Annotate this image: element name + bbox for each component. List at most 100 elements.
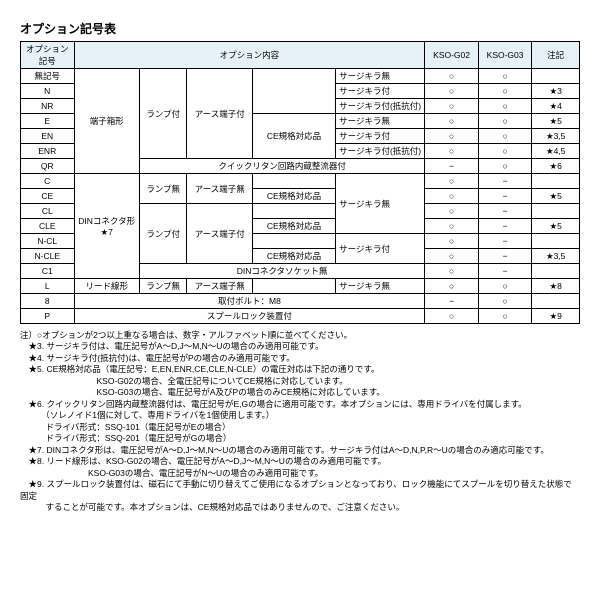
cell: CE規格対応品: [252, 189, 335, 204]
cell: ○: [425, 249, 479, 264]
cell: [532, 264, 580, 279]
cell: L: [21, 279, 75, 294]
option-table: オプション記号 オプション内容 KSO-G02 KSO-G03 注記 無記号 端…: [20, 41, 580, 324]
cell: −: [478, 249, 532, 264]
cell: CE: [21, 189, 75, 204]
cell: ○: [478, 99, 532, 114]
cell: −: [478, 189, 532, 204]
cell: ★3,5: [532, 129, 580, 144]
th-content: オプション内容: [74, 42, 425, 69]
th-code: オプション記号: [21, 42, 75, 69]
cell: EN: [21, 129, 75, 144]
note-line: ★7. DINコネクタ形は、電圧記号がA～D,J～M,N～Uの場合のみ適用可能で…: [20, 445, 580, 456]
note-line: KSO-G03の場合、電圧記号がN～Uの場合のみ適用可能です。: [20, 468, 580, 479]
cell: N-CLE: [21, 249, 75, 264]
cell: サージキラ付(抵抗付): [336, 144, 425, 159]
cell: [532, 69, 580, 84]
cell: ★5: [532, 114, 580, 129]
cell: ★8: [532, 279, 580, 294]
cell: CL: [21, 204, 75, 219]
note-line: ★9. スプールロック装置付は、磁石にて手動に切り替えてご使用になるオプションと…: [20, 479, 580, 502]
notes: 注）○オプションが2つ以上重なる場合は、数字・アルファベット順に並べてください。…: [20, 330, 580, 514]
cell: −: [478, 219, 532, 234]
cell: −: [425, 294, 479, 309]
note-line: 注）○オプションが2つ以上重なる場合は、数字・アルファベット順に並べてください。: [20, 330, 580, 341]
note-line: ★6. クイックリタン回路内蔵整流器付は、電圧記号がE,Gの場合に適用可能です。…: [20, 399, 580, 410]
cell: アース端子無: [187, 279, 252, 294]
cell: ★9: [532, 309, 580, 324]
cell: サージキラ無: [336, 174, 425, 234]
cell: CE規格対応品: [252, 249, 335, 264]
note-line: KSO-G03の場合、電圧記号がA及びPの場合のみCE規格に対応しています。: [20, 387, 580, 398]
note-line: ★8. リード線形は、KSO-G02の場合、電圧記号がA～D,J～M,N～Uの場…: [20, 456, 580, 467]
cell: P: [21, 309, 75, 324]
cell: E: [21, 114, 75, 129]
cell: ○: [425, 309, 479, 324]
cell: リード線形: [74, 279, 139, 294]
cell: ○: [425, 234, 479, 249]
cell: C: [21, 174, 75, 189]
cell: ○: [425, 114, 479, 129]
cell: ○: [425, 84, 479, 99]
cell: 8: [21, 294, 75, 309]
cell: サージキラ無: [336, 279, 425, 294]
cell: スプールロック装置付: [74, 309, 425, 324]
cell: ランプ無: [139, 279, 187, 294]
cell: −: [478, 264, 532, 279]
cell: ○: [425, 174, 479, 189]
note-line: ★3. サージキラ付は、電圧記号がA～D,J～M,N～Uの場合のみ適用可能です。: [20, 341, 580, 352]
cell: N: [21, 84, 75, 99]
cell: サージキラ無: [336, 114, 425, 129]
th-note: 注記: [532, 42, 580, 69]
table-title: オプション記号表: [20, 20, 580, 37]
cell: C1: [21, 264, 75, 279]
cell: ○: [425, 219, 479, 234]
cell: サージキラ付: [336, 84, 425, 99]
cell: ランプ無: [139, 174, 187, 204]
cell: ○: [425, 69, 479, 84]
cell: 取付ボルト：M8: [74, 294, 425, 309]
note-line: ★4. サージキラ付(抵抗付)は、電圧記号がPの場合のみ適用可能です。: [20, 353, 580, 364]
cell: ○: [425, 279, 479, 294]
cell: ○: [425, 189, 479, 204]
cell: −: [425, 159, 479, 174]
cell: −: [478, 234, 532, 249]
cell: DINコネクタソケット無: [139, 264, 424, 279]
cell: ○: [478, 159, 532, 174]
cell: ○: [478, 144, 532, 159]
cell: ★4,5: [532, 144, 580, 159]
cell: ○: [425, 264, 479, 279]
cell: ○: [478, 279, 532, 294]
cell: ★5: [532, 219, 580, 234]
note-line: KSO-G02の場合、全電圧記号についてCE規格に対応しています。: [20, 376, 580, 387]
cell: 無記号: [21, 69, 75, 84]
cell: ○: [425, 99, 479, 114]
cell: −: [478, 204, 532, 219]
note-line: （ソレノイド1個に対して、専用ドライバを1個使用します。）: [20, 410, 580, 421]
cell: ○: [478, 69, 532, 84]
cell: ★3: [532, 84, 580, 99]
cell: DINコネクタ形 ★7: [74, 174, 139, 279]
cell: アース端子付: [187, 204, 252, 264]
cell: ○: [425, 129, 479, 144]
note-line: ドライバ形式：SSQ-201（電圧記号がGの場合）: [20, 433, 580, 444]
note-line: ドライバ形式：SSQ-101（電圧記号がEの場合）: [20, 422, 580, 433]
cell: ○: [478, 294, 532, 309]
cell: [532, 204, 580, 219]
cell: サージキラ無: [336, 69, 425, 84]
th-g03: KSO-G03: [478, 42, 532, 69]
note-line: することが可能です。本オプションは、CE規格対応品ではありませんので、ご注意くだ…: [20, 502, 580, 513]
cell: [532, 234, 580, 249]
th-g02: KSO-G02: [425, 42, 479, 69]
cell: サージキラ付: [336, 234, 425, 264]
cell: [532, 174, 580, 189]
cell: [532, 294, 580, 309]
cell: ○: [478, 114, 532, 129]
cell: ○: [478, 129, 532, 144]
cell: −: [478, 174, 532, 189]
cell: ランプ付: [139, 204, 187, 264]
cell: CE規格対応品: [252, 219, 335, 234]
cell: ★4: [532, 99, 580, 114]
cell: ★3,5: [532, 249, 580, 264]
note-line: ★5. CE規格対応品（電圧記号：E,EN,ENR,CE,CLE,N-CLE）の…: [20, 364, 580, 375]
